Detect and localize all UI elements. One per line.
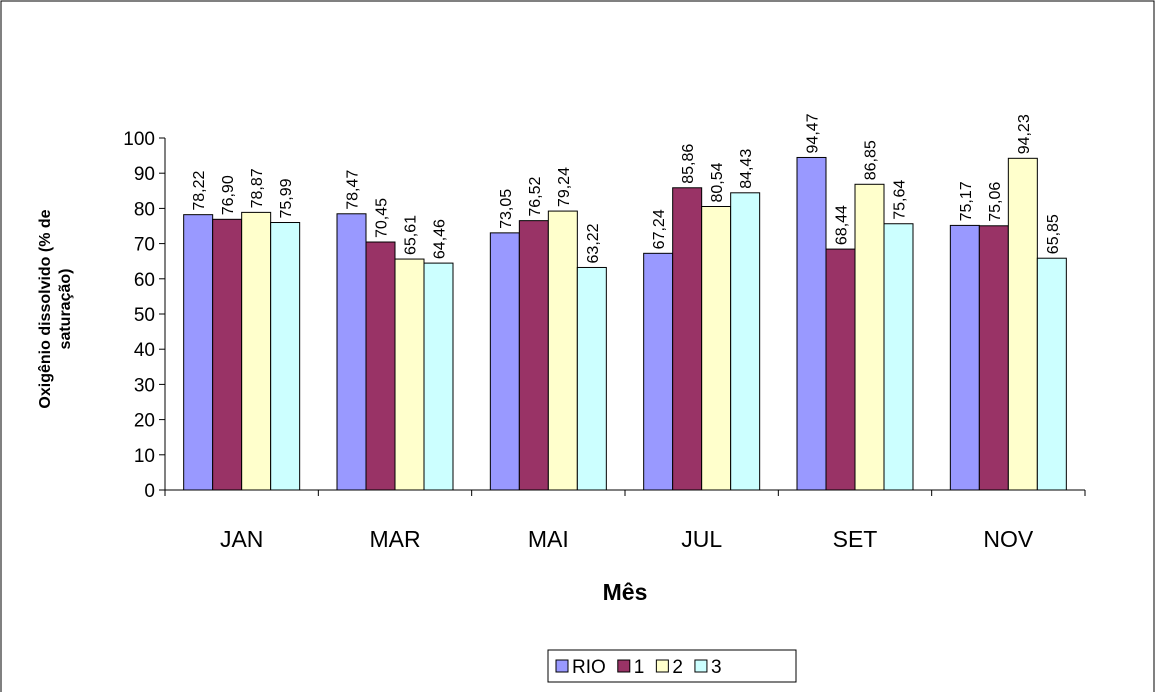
legend-label: 3 (711, 657, 722, 678)
y-axis-label: saturação) (57, 269, 74, 350)
bar (672, 187, 703, 491)
value-label: 65,85 (1045, 214, 1062, 254)
y-tick-label: 40 (134, 340, 155, 361)
value-label: 65,61 (403, 215, 420, 255)
legend-box (547, 649, 797, 683)
value-label: 63,22 (585, 223, 602, 263)
value-label: 94,23 (1016, 114, 1033, 154)
bar (518, 220, 549, 491)
bar (336, 213, 367, 491)
legend-swatch (694, 659, 708, 673)
value-label: 64,46 (432, 219, 449, 259)
bar (212, 218, 243, 491)
bar (1036, 257, 1067, 491)
y-tick-label: 90 (134, 164, 155, 185)
y-tick-label: 70 (134, 235, 155, 256)
y-tick-label: 20 (134, 411, 155, 432)
legend-swatch (655, 659, 669, 673)
y-tick-label: 30 (134, 375, 155, 396)
value-label: 67,24 (651, 209, 668, 249)
bar (394, 258, 425, 491)
bar (183, 214, 214, 491)
value-label: 75,64 (892, 180, 909, 220)
x-axis-label: Mês (603, 579, 648, 605)
value-label: 78,22 (191, 171, 208, 211)
value-label: 85,86 (680, 144, 697, 184)
bar (241, 211, 272, 491)
bar (825, 248, 856, 491)
value-label: 80,54 (709, 162, 726, 202)
bar (547, 210, 578, 491)
value-label: 86,85 (863, 140, 880, 180)
value-label: 94,47 (805, 113, 822, 153)
y-tick-label: 60 (134, 270, 155, 291)
x-tick-label: JUL (681, 526, 722, 552)
value-label: 68,44 (834, 205, 851, 245)
x-tick-label: SET (833, 526, 878, 552)
value-label: 84,43 (738, 149, 755, 189)
legend-label: 2 (672, 657, 683, 678)
bar (489, 232, 520, 491)
value-label: 75,17 (958, 181, 975, 221)
bar (854, 183, 885, 491)
bar (576, 266, 607, 491)
y-tick-label: 80 (134, 199, 155, 220)
bar (643, 252, 674, 491)
legend-swatch (555, 659, 569, 673)
bar (1007, 157, 1038, 491)
y-tick-label: 100 (123, 129, 155, 150)
legend-label: 1 (634, 657, 645, 678)
bar (978, 225, 1009, 491)
bar (949, 224, 980, 491)
bar (423, 262, 454, 491)
x-tick-label: MAR (369, 526, 420, 552)
legend: RIO 1 2 3 (547, 649, 797, 683)
legend-label: RIO (572, 657, 606, 678)
value-label: 76,90 (220, 175, 237, 215)
y-tick-label: 10 (134, 446, 155, 467)
value-label: 76,52 (527, 177, 544, 217)
value-label: 78,87 (249, 168, 266, 208)
value-label: 75,06 (987, 182, 1004, 222)
bar (701, 205, 732, 491)
x-tick-label: NOV (983, 526, 1034, 552)
bar (883, 223, 914, 491)
value-label: 78,47 (345, 170, 362, 210)
y-tick-label: 50 (134, 305, 155, 326)
x-tick-label: JAN (220, 526, 263, 552)
y-tick-label: 0 (144, 481, 155, 502)
bar (270, 222, 301, 491)
value-label: 75,99 (278, 178, 295, 218)
value-label: 79,24 (556, 167, 573, 207)
bar (730, 192, 761, 491)
x-tick-label: MAI (528, 526, 569, 552)
bar (365, 241, 396, 491)
value-label: 70,45 (374, 198, 391, 238)
value-label: 73,05 (498, 189, 515, 229)
bar (796, 156, 827, 491)
y-axis-label: Oxigênio dissolvido (% de (37, 209, 54, 408)
legend-swatch (617, 659, 631, 673)
